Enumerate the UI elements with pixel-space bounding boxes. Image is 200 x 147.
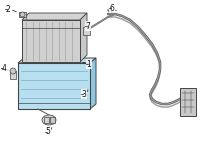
Bar [83,27,90,35]
Bar [44,117,49,123]
Bar [18,63,90,109]
Bar [50,117,55,123]
Text: 6: 6 [110,4,114,12]
Polygon shape [90,58,96,109]
Text: 2: 2 [6,5,10,14]
Polygon shape [22,13,87,20]
Circle shape [10,68,16,74]
Polygon shape [80,13,87,62]
Text: 1: 1 [87,60,91,69]
Bar [10,71,16,79]
Text: 3: 3 [82,90,86,98]
Text: 4: 4 [2,64,6,72]
Circle shape [20,12,25,17]
Text: 5: 5 [46,127,50,137]
Ellipse shape [42,115,56,125]
Bar [19,12,26,17]
Bar [22,20,80,62]
FancyBboxPatch shape [180,88,196,116]
Text: 7: 7 [86,21,90,30]
Polygon shape [18,58,96,63]
